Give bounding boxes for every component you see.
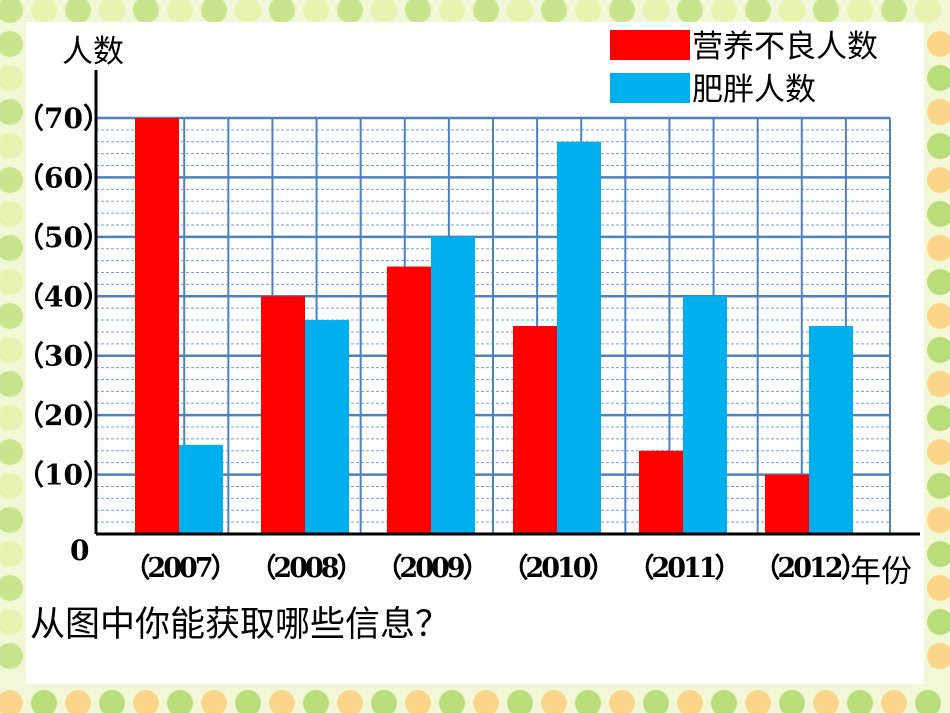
x-tick-label: （2010） [501, 553, 612, 584]
axes [94, 70, 920, 536]
bar-malnutrition-5 [765, 474, 809, 534]
bar-obesity-0 [179, 444, 223, 534]
x-tick-label: （2011） [627, 553, 738, 584]
bar-obesity-1 [305, 320, 349, 534]
legend-swatch-malnutrition [610, 30, 690, 60]
legend-label-malnutrition: 营养不良人数 [692, 29, 878, 65]
x-tick-label: （2008） [249, 553, 360, 584]
x-tick-label: （2012） [753, 553, 864, 584]
y-axis-label: 人数 [62, 34, 124, 70]
bar-malnutrition-1 [261, 296, 305, 534]
x-axis-label: 年份 [850, 554, 912, 590]
x-tick-label: （2009） [375, 553, 486, 584]
y-tick-label: （70） [16, 102, 111, 135]
bar-obesity-3 [557, 141, 601, 534]
x-tick-label: （2007） [123, 553, 234, 584]
y-tick-label: （50） [16, 221, 111, 254]
bar-malnutrition-4 [639, 450, 683, 534]
bar-malnutrition-3 [513, 326, 557, 534]
y-tick-label: （40） [16, 280, 111, 313]
legend-label-obesity: 肥胖人数 [692, 72, 816, 108]
bar-malnutrition-2 [387, 266, 431, 534]
y-tick-label: （20） [16, 399, 111, 432]
y-tick-label: （10） [16, 459, 111, 492]
bar-obesity-2 [431, 236, 475, 534]
bar-obesity-5 [809, 326, 853, 534]
question-text: 从图中你能获取哪些信息？ [30, 605, 450, 645]
legend: 营养不良人数 肥胖人数 [610, 29, 878, 108]
bars [135, 118, 853, 534]
tick-labels: 0 （10） （20） （30） （40） （50） （60） （70） （2007） （2008… [16, 102, 868, 584]
bar-obesity-4 [683, 296, 727, 534]
y-tick-label: （60） [16, 161, 111, 194]
legend-swatch-obesity [610, 73, 690, 103]
y-tick-label: 0 [70, 534, 89, 567]
bar-malnutrition-0 [135, 118, 179, 534]
y-tick-label: （30） [16, 340, 111, 373]
